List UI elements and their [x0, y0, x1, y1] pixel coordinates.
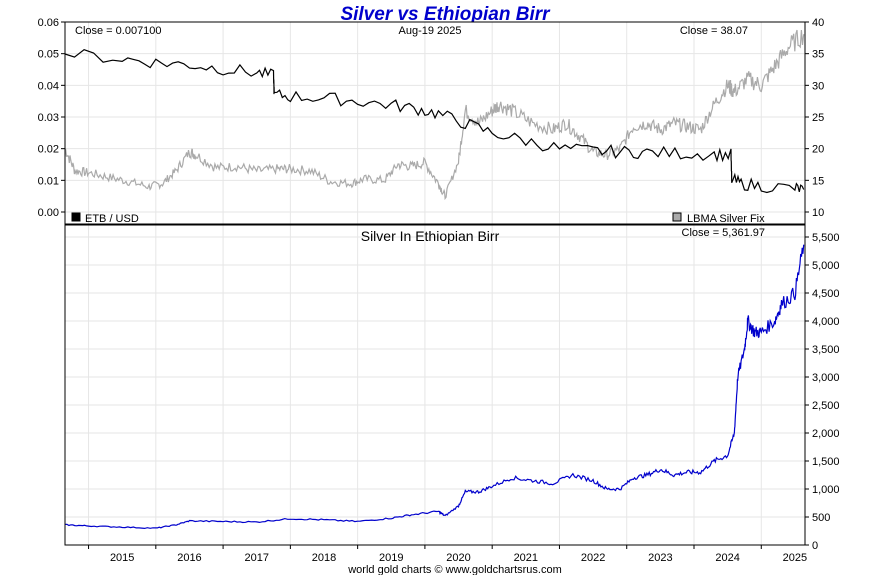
etb-usd-line	[64, 49, 805, 194]
x-tick-label: 2025	[783, 552, 807, 564]
x-tick-label: 2020	[446, 552, 470, 564]
right-y-tick-label: 20	[812, 144, 824, 156]
x-tick-label: 2022	[581, 552, 605, 564]
grid-layer	[65, 21, 805, 546]
credit-text: world gold charts © www.goldchartsrus.co…	[347, 564, 562, 575]
x-tick-label: 2024	[715, 552, 739, 564]
bottom-y-tick-label: 3,000	[812, 372, 840, 384]
right-y-tick-label: 10	[812, 207, 824, 219]
series-layer	[64, 29, 805, 530]
bottom-panel-frame	[64, 224, 806, 546]
bottom-y-tick-label: 4,000	[812, 316, 840, 328]
bottom-panel	[65, 225, 805, 545]
top-panel-frame	[64, 21, 806, 225]
left-y-tick-label: 0.02	[38, 144, 59, 156]
bottom-y-tick-label: 2,000	[812, 428, 840, 440]
x-tick-label: 2017	[244, 552, 268, 564]
left-y-tick-label: 0.06	[38, 17, 59, 29]
date-label: Aug-19 2025	[399, 25, 462, 37]
x-tick-label: 2016	[177, 552, 201, 564]
x-tick-label: 2018	[312, 552, 336, 564]
x-tick-label: 2015	[110, 552, 134, 564]
bottom-y-tick-label: 4,500	[812, 288, 840, 300]
bottom-y-tick-label: 5,000	[812, 260, 840, 272]
bottom-y-tick-label: 1,000	[812, 484, 840, 496]
right-close-label: Close = 38.07	[680, 25, 748, 37]
right-y-tick-label: 35	[812, 49, 824, 61]
bottom-close-label: Close = 5,361.97	[682, 227, 765, 239]
axis-layer: 2015 2016 2017 2018 2019 2020 2021 2022 2023 2024…	[38, 17, 840, 564]
bottom-y-tick-label: 500	[812, 512, 830, 524]
right-y-tick-label: 30	[812, 80, 824, 92]
legend-silver-label: LBMA Silver Fix	[687, 213, 765, 225]
right-y-tick-label: 40	[812, 17, 824, 29]
right-y-tick-label: 15	[812, 175, 824, 187]
left-y-tick-label: 0.03	[38, 112, 59, 124]
bottom-panel-title: Silver In Ethiopian Birr	[361, 228, 500, 244]
chart-title: Silver vs Ethiopian Birr	[340, 4, 551, 25]
legend-silver-swatch	[672, 212, 682, 222]
legend-etb-label: ETB / USD	[85, 213, 139, 225]
left-close-label: Close = 0.007100	[75, 25, 162, 37]
legend-etb-swatch	[71, 212, 81, 222]
left-y-tick-label: 0.05	[38, 49, 59, 61]
bottom-y-tick-label: 3,500	[812, 344, 840, 356]
silver-in-birr-line	[64, 244, 805, 530]
x-tick-label: 2019	[379, 552, 403, 564]
bottom-y-tick-label: 1,500	[812, 456, 840, 468]
left-y-tick-label: 0.04	[38, 80, 59, 92]
top-panel	[65, 22, 805, 224]
right-y-tick-label: 25	[812, 112, 824, 124]
silver-fix-line	[64, 29, 805, 201]
bottom-y-tick-label: 2,500	[812, 400, 840, 412]
left-y-tick-label: 0.01	[38, 175, 59, 187]
x-tick-label: 2023	[648, 552, 672, 564]
x-tick-label: 2021	[514, 552, 538, 564]
bottom-y-tick-label: 5,500	[812, 232, 840, 244]
bottom-y-tick-label: 0	[812, 540, 818, 552]
left-y-tick-label: 0.00	[38, 207, 59, 219]
